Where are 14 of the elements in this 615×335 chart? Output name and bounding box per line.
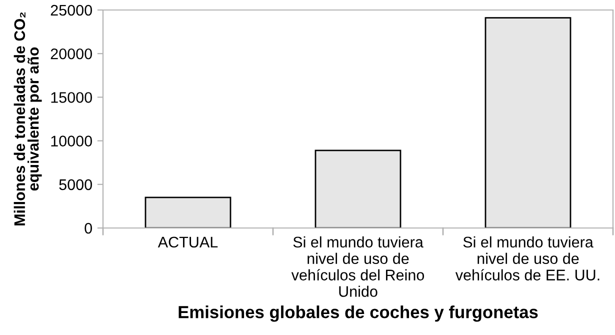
y-tick-label: 0 — [84, 222, 92, 234]
x-tick-label: ACTUAL — [158, 236, 218, 248]
y-tick-label: 25000 — [50, 4, 92, 16]
y-tick-label: 10000 — [51, 136, 92, 146]
x-tick-label: Si el mundo tuviera nivel de uso de vehículos del Reino Unido — [291, 236, 424, 297]
y-tick-label: 15000 — [51, 92, 92, 103]
bar — [144, 196, 232, 228]
y-axis-title: Millones de toneladas de CO₂ equivalente por año — [14, 12, 42, 226]
bar — [484, 17, 572, 228]
bar — [314, 150, 402, 228]
y-tick-label: 20000 — [50, 48, 92, 60]
x-tick-label: Si el mundo tuviera nivel de uso de vehículos de EE. UU. — [455, 236, 600, 280]
x-axis-title: Emisiones globales de coches y furgonetas — [178, 306, 538, 322]
y-tick-label: 5000 — [59, 179, 92, 190]
